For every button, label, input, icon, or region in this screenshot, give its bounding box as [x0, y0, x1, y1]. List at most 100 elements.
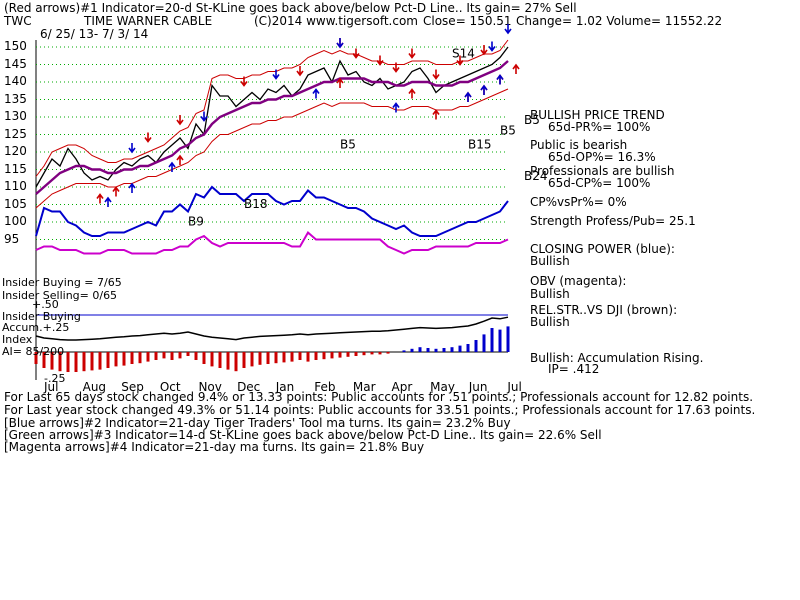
footer-65day: For Last 65 days stock changed 9.4% or 1… — [4, 390, 754, 404]
closing-power-line — [35, 185, 509, 237]
close-price: Close= 150.51 — [423, 14, 512, 28]
public-sub: 65d-OP%= 16.3% — [548, 150, 656, 164]
month-label: Nov — [198, 380, 221, 394]
month-label: Apr — [392, 380, 413, 394]
blue-down-arrow — [128, 143, 136, 154]
red-up-arrow — [96, 193, 104, 204]
signal-marker: B5 — [500, 124, 516, 138]
red-down-arrow — [392, 62, 400, 73]
red-up-arrow — [408, 88, 416, 99]
blue-up-arrow — [312, 88, 320, 99]
obv-line — [35, 230, 509, 255]
red-up-arrow — [336, 77, 344, 88]
ai-label: AI= 85/200 — [2, 345, 65, 358]
index-label: Index — [2, 333, 33, 346]
signal-marker: B5 — [340, 138, 356, 152]
rel-val: Bullish — [530, 315, 570, 329]
signal-marker: B18 — [244, 197, 268, 211]
red-up-arrow — [112, 186, 120, 197]
indicator-1-line: (Red arrows)#1 Indicator=20-d St-KLine g… — [4, 1, 577, 15]
insider-selling-count: Insider Selling= 0/65 — [2, 289, 118, 302]
red-down-arrow — [376, 55, 384, 66]
obv-title: OBV (magenta): — [530, 274, 627, 288]
accum-tick-minus25: -.25 — [44, 372, 66, 385]
cp-title: CLOSING POWER (blue): — [530, 242, 675, 256]
red-down-arrow — [432, 69, 440, 80]
accum-label: Accum.+.25 — [2, 321, 70, 334]
ma-line — [35, 60, 509, 195]
blue-up-arrow — [168, 161, 176, 172]
cp-val: Bullish — [530, 254, 570, 268]
price-tick-label: 110 — [4, 179, 27, 193]
price-tick-label: 130 — [4, 109, 27, 123]
month-label: Jun — [468, 380, 488, 394]
month-label: Jul — [506, 380, 521, 394]
signal-marker: S14 — [452, 47, 475, 61]
blue-up-arrow — [464, 91, 472, 102]
blue-down-arrow — [272, 69, 280, 80]
insider-buying-count: Insider Buying = 7/65 — [2, 276, 122, 289]
blue-up-arrow — [496, 74, 504, 85]
footer-year: For Last year stock changed 49.3% or 51.… — [4, 403, 756, 417]
signal-marker: B5 — [524, 113, 540, 127]
accum-title: Bullish: Accumulation Rising. — [530, 351, 704, 365]
trend-title: BULLISH PRICE TREND — [530, 108, 665, 122]
month-label: Jan — [275, 380, 295, 394]
month-label: May — [430, 380, 455, 394]
blue-up-arrow — [480, 84, 488, 95]
trend-sub: 65d-PR%= 100% — [548, 120, 651, 134]
red-up-arrow — [432, 109, 440, 120]
price-tick-label: 120 — [4, 144, 27, 158]
insider-buying-label: Insider Buying — [2, 310, 81, 323]
signal-marker: B15 — [468, 138, 492, 152]
prof-sub: 65d-CP%= 100% — [548, 176, 651, 190]
signal-marker: B9 — [188, 215, 204, 229]
red-down-arrow — [352, 48, 360, 59]
price-line — [35, 46, 509, 188]
prof-bullish: Professionals are bullish — [530, 164, 675, 178]
red-down-arrow — [456, 55, 464, 66]
price-tick-label: 150 — [4, 39, 27, 53]
footer-green-arrows: [Green arrows]#3 Indicator=14-d St-KLine… — [4, 428, 602, 442]
accum-tick-plus50: +.50 — [32, 298, 59, 311]
price-tick-label: 135 — [4, 91, 27, 106]
company-name: TIME WARNER CABLE — [84, 14, 213, 28]
blue-down-arrow — [200, 111, 208, 122]
red-down-arrow — [480, 45, 488, 56]
ip-val: IP= .412 — [548, 362, 600, 376]
copyright: (C)2014 www.tigersoft.com — [254, 14, 418, 28]
price-tick-label: 100 — [4, 214, 27, 228]
price-tick-label: 105 — [4, 196, 27, 211]
date-range: 6/ 25/ 13- 7/ 3/ 14 — [40, 27, 149, 41]
footer-magenta-arrows: [Magenta arrows]#4 Indicator=21-day ma t… — [4, 440, 425, 454]
footer-blue-arrows: [Blue arrows]#2 Indicator=21-day Tiger T… — [4, 416, 511, 430]
price-tick-label: 145 — [4, 56, 27, 71]
change-volume: Change= 1.02 Volume= 11552.22 — [516, 14, 723, 28]
month-label: Feb — [314, 380, 335, 394]
red-up-arrow — [512, 63, 520, 74]
month-label: Mar — [353, 380, 376, 394]
red-down-arrow — [296, 66, 304, 77]
blue-down-arrow — [504, 24, 512, 35]
obv-val: Bullish — [530, 287, 570, 301]
price-tick-label: 95 — [4, 231, 20, 246]
red-down-arrow — [144, 132, 152, 143]
month-label: Jul — [43, 380, 58, 394]
price-tick-label: 115 — [4, 161, 27, 176]
blue-up-arrow — [128, 182, 136, 193]
public-bearish: Public is bearish — [530, 138, 628, 152]
red-up-arrow — [176, 154, 184, 165]
month-label: Dec — [237, 380, 260, 394]
accum-trend-line — [35, 316, 509, 341]
strength: Strength Profess/Pub= 25.1 — [530, 214, 696, 228]
signal-marker: B24 — [524, 169, 548, 183]
upper-band-line — [35, 39, 509, 177]
ticker-symbol: TWC — [4, 14, 32, 28]
month-label: Aug — [83, 380, 106, 394]
price-tick-label: 140 — [4, 74, 27, 88]
month-label: Sep — [121, 380, 144, 394]
month-label: Oct — [160, 380, 181, 394]
red-down-arrow — [408, 48, 416, 59]
blue-up-arrow — [104, 196, 112, 207]
